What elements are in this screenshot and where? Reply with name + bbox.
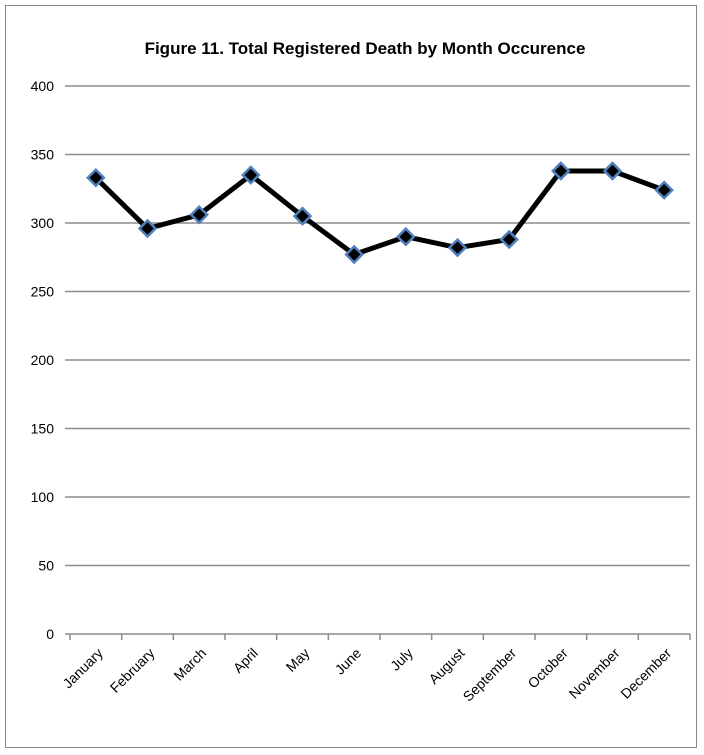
y-tick-label: 100 [31, 489, 55, 505]
x-axis-ticks: January February March April May June July Augu… [59, 634, 691, 705]
x-tick-label: May [283, 645, 313, 675]
y-tick-label: 200 [31, 352, 55, 368]
data-point-august [447, 237, 468, 258]
data-point-june [344, 244, 364, 265]
y-tick-label: 400 [31, 78, 55, 94]
chart-title: Figure 11. Total Registered Death by Mon… [145, 39, 586, 58]
y-axis-ticks: 0 50 100 150 200 250 300 350 400 [31, 78, 55, 642]
series-layer [86, 161, 674, 265]
series-line [94, 168, 666, 258]
y-tick-label: 350 [31, 147, 55, 163]
y-tick-label: 250 [31, 284, 55, 300]
y-tick-label: 300 [31, 215, 55, 231]
y-tick-label: 0 [46, 626, 54, 642]
y-tick-label: 150 [31, 421, 55, 437]
data-point-may [292, 206, 313, 226]
x-tick-label: September [460, 645, 520, 705]
data-point-january [86, 168, 106, 188]
data-point-july [396, 226, 416, 247]
gridlines [65, 85, 690, 635]
x-tick-label: October [524, 645, 571, 692]
data-point-september [499, 229, 519, 250]
data-point-march [189, 205, 209, 225]
x-tick-label: January [59, 645, 106, 692]
x-tick-label: June [332, 645, 365, 678]
x-tick-label: August [425, 645, 467, 687]
x-tick-label: April [230, 645, 261, 676]
x-tick-label: February [107, 645, 158, 696]
x-tick-label: November [566, 645, 623, 702]
data-point-october [551, 161, 571, 181]
data-point-april [241, 165, 261, 185]
y-tick-label: 50 [38, 558, 54, 574]
x-tick-label: December [617, 645, 674, 702]
data-point-february [137, 218, 158, 239]
data-point-december [654, 180, 674, 200]
x-tick-label: July [387, 645, 416, 674]
x-tick-label: March [170, 645, 209, 684]
data-point-november [602, 161, 623, 181]
chart-frame [5, 5, 697, 748]
